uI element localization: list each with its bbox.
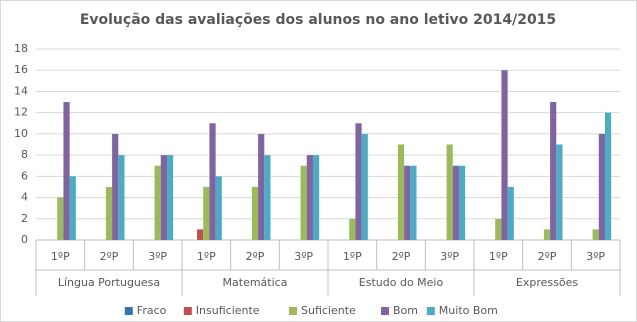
bar — [349, 218, 356, 240]
legend-label: Fraco — [137, 304, 167, 317]
bar — [57, 197, 64, 240]
bar — [452, 165, 459, 240]
bar — [312, 155, 320, 240]
bar — [105, 186, 113, 240]
bar — [550, 102, 557, 240]
bar — [63, 102, 70, 240]
bar — [556, 144, 563, 240]
legend-label: Insuficiente — [196, 304, 260, 317]
x-tick-label: 1ºP — [343, 250, 362, 263]
y-tick-label: 14 — [14, 84, 28, 97]
bar — [355, 123, 362, 240]
legend-swatch — [381, 307, 389, 315]
bar — [598, 133, 605, 240]
x-tick-label: 3ºP — [440, 250, 459, 263]
bar — [361, 133, 368, 240]
bar — [258, 133, 265, 240]
x-tick-label: 2ºP — [538, 250, 557, 263]
y-tick-label: 10 — [14, 127, 28, 140]
bar — [592, 229, 599, 240]
bar — [604, 112, 612, 240]
bar — [215, 176, 222, 240]
bar — [112, 133, 119, 240]
y-tick-label: 12 — [14, 106, 28, 119]
y-tick-label: 18 — [14, 42, 28, 55]
y-tick-label: 2 — [21, 212, 28, 225]
bar — [300, 165, 307, 240]
bar — [404, 165, 411, 240]
bar — [446, 144, 453, 240]
bar — [507, 186, 514, 240]
bar — [264, 155, 271, 240]
legend-swatch — [426, 307, 435, 315]
bar — [501, 70, 508, 240]
x-tick-label: 1ºP — [489, 250, 508, 263]
group-label: Expressões — [516, 276, 578, 289]
legend-swatch — [289, 307, 297, 315]
x-tick-label: 1ºP — [51, 250, 70, 263]
legend-swatch — [183, 307, 192, 315]
bar — [458, 165, 466, 240]
group-label: Estudo do Meio — [359, 276, 444, 289]
x-tick-label: 1ºP — [197, 250, 216, 263]
bar — [154, 165, 161, 240]
group-label: Língua Portuguesa — [58, 276, 160, 289]
bar — [197, 229, 204, 240]
y-tick-label: 8 — [21, 148, 28, 161]
y-tick-label: 0 — [21, 233, 28, 246]
bar — [209, 123, 216, 240]
y-tick-label: 6 — [21, 169, 28, 182]
legend-label: Suficiente — [301, 304, 356, 317]
x-tick-label: 2ºP — [392, 250, 411, 263]
bar — [160, 155, 167, 240]
bar — [410, 165, 417, 240]
x-tick-label: 2ºP — [246, 250, 265, 263]
bar — [397, 144, 405, 240]
legend-swatch — [124, 307, 133, 315]
legend-label: Muito Bom — [439, 304, 498, 317]
bar — [166, 155, 174, 240]
bar — [69, 176, 76, 240]
group-label: Matemática — [223, 276, 288, 289]
y-tick-label: 4 — [21, 191, 28, 204]
bar — [495, 218, 502, 240]
legend-label: Bom — [393, 304, 418, 317]
x-tick-label: 3ºP — [294, 250, 313, 263]
x-tick-label: 3ºP — [586, 250, 605, 263]
x-tick-label: 2ºP — [100, 250, 119, 263]
bar — [203, 186, 210, 240]
bar — [251, 186, 259, 240]
chart-title: Evolução das avaliações dos alunos no an… — [80, 12, 556, 28]
x-tick-label: 3ºP — [148, 250, 167, 263]
bar — [118, 155, 125, 240]
y-tick-label: 16 — [14, 63, 28, 76]
bar — [543, 229, 551, 240]
bar — [306, 155, 313, 240]
